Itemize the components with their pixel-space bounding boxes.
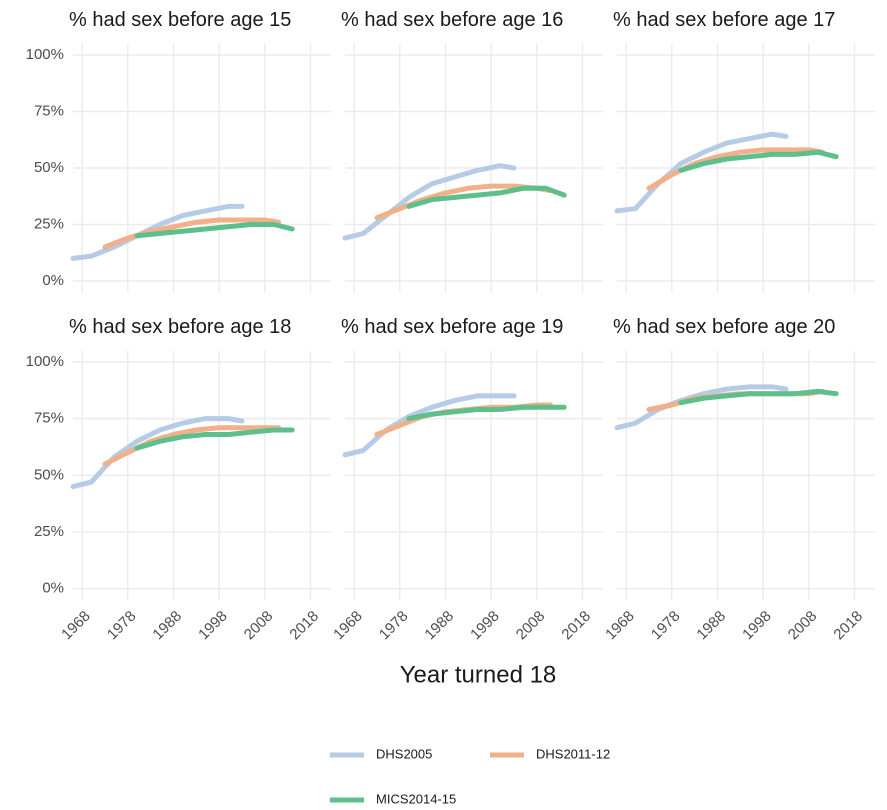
y-tick-label: 75% — [34, 102, 64, 119]
trend-line — [406, 185, 567, 209]
x-tick-label: 2018 — [286, 608, 322, 644]
panel-title: % had sex before age 17 — [613, 9, 835, 31]
trend-line — [70, 416, 245, 490]
legend-label: DHS2011-12 — [536, 746, 610, 761]
trend-line — [70, 203, 245, 261]
x-tick-label: 1978 — [104, 608, 140, 644]
x-tick-label: 1968 — [602, 608, 638, 644]
x-tick-label: 2008 — [785, 608, 821, 644]
panel-title: % had sex before age 16 — [341, 9, 563, 31]
legend-label: MICS2014-15 — [376, 791, 456, 806]
y-tick-label: 0% — [42, 580, 64, 597]
x-tick-label: 1998 — [195, 608, 231, 644]
x-tick-label: 2008 — [241, 608, 277, 644]
x-tick-label: 2008 — [513, 608, 549, 644]
trend-line — [406, 404, 567, 422]
y-tick-label: 25% — [34, 523, 64, 540]
x-tick-label: 2018 — [830, 608, 866, 644]
x-axis-label: Year turned 18 — [400, 661, 557, 688]
panel-title: % had sex before age 20 — [613, 316, 835, 338]
x-tick-label: 1978 — [376, 608, 412, 644]
panel-title: % had sex before age 18 — [69, 316, 291, 338]
trend-line — [614, 384, 789, 431]
x-tick-label: 1998 — [467, 608, 503, 644]
x-tick-label: 1998 — [739, 608, 775, 644]
legend-label: DHS2005 — [376, 746, 432, 761]
trend-line — [678, 388, 839, 406]
panel-title: % had sex before age 19 — [341, 316, 563, 338]
x-tick-label: 1978 — [648, 608, 684, 644]
trend-line — [342, 393, 517, 458]
y-tick-label: 100% — [26, 46, 64, 63]
y-tick-label: 0% — [42, 272, 64, 289]
x-tick-label: 1988 — [693, 608, 729, 644]
trend-line — [678, 149, 839, 173]
x-tick-label: 1968 — [58, 608, 94, 644]
trend-line — [342, 163, 517, 241]
x-tick-label: 1988 — [421, 608, 457, 644]
y-tick-label: 75% — [34, 410, 64, 427]
y-tick-label: 50% — [34, 466, 64, 483]
trend-line — [614, 131, 789, 214]
y-tick-label: 100% — [26, 353, 64, 370]
y-tick-label: 50% — [34, 159, 64, 176]
trend-line — [134, 222, 295, 239]
panel-title: % had sex before age 15 — [69, 9, 291, 31]
x-tick-label: 2018 — [558, 608, 594, 644]
trend-line — [134, 427, 295, 451]
y-tick-label: 25% — [34, 215, 64, 232]
x-tick-label: 1988 — [149, 608, 185, 644]
x-tick-label: 1968 — [330, 608, 366, 644]
